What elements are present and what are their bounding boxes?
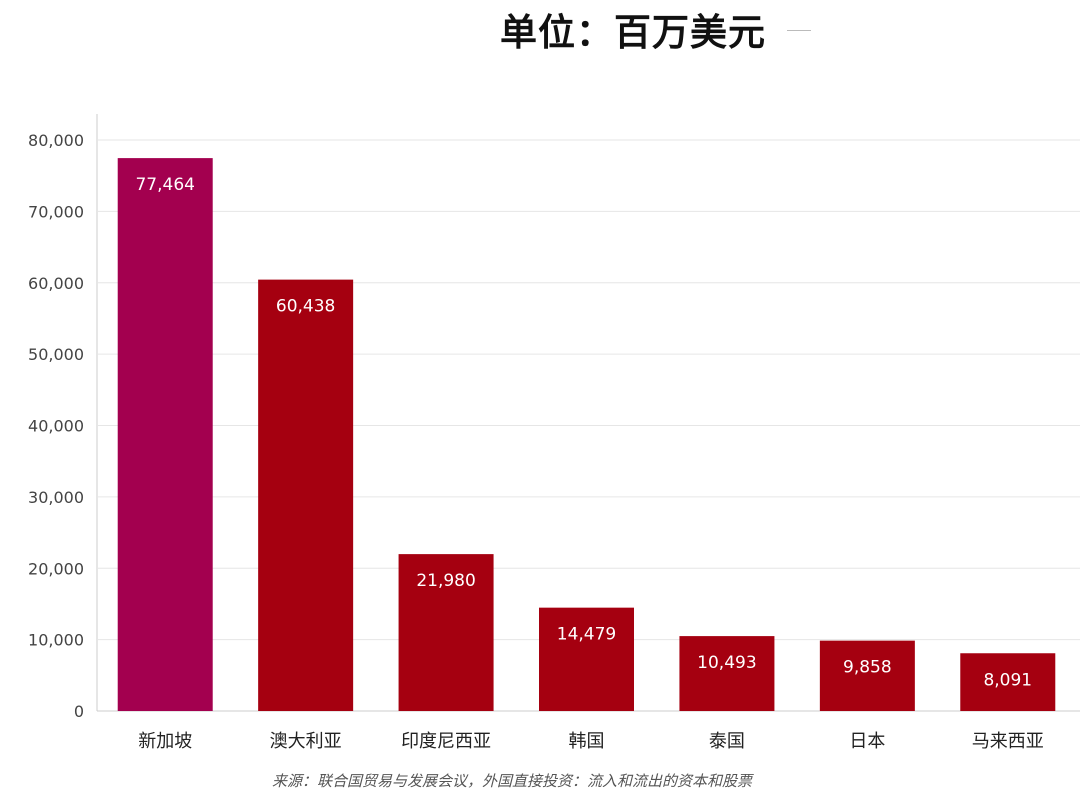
y-tick-label: 20,000	[28, 559, 84, 578]
bar-value-label: 60,438	[276, 297, 335, 317]
bar-value-label: 8,091	[983, 670, 1032, 690]
y-tick-label: 70,000	[28, 202, 84, 221]
bar-value-label: 14,479	[557, 625, 616, 645]
bar	[258, 279, 354, 711]
y-tick-label: 80,000	[28, 131, 84, 150]
bar	[539, 607, 634, 711]
x-category-label: 马来西亚	[972, 731, 1044, 752]
bar-value-label: 21,980	[416, 571, 475, 591]
y-tick-label: 50,000	[28, 345, 84, 364]
bar	[117, 158, 213, 711]
x-category-label: 澳大利亚	[270, 731, 342, 752]
y-tick-label: 0	[74, 702, 84, 721]
bar	[819, 640, 915, 711]
bar-value-label: 77,464	[135, 175, 194, 195]
bar	[960, 653, 1056, 711]
bar	[398, 554, 494, 711]
source-note: 来源：联合国贸易与发展会议，外国直接投资：流入和流出的资本和股票	[271, 772, 752, 790]
y-tick-label: 60,000	[28, 274, 84, 293]
chart-title: 单位：百万美元	[500, 11, 766, 54]
y-tick-label: 40,000	[28, 417, 84, 436]
x-category-label: 日本	[849, 731, 885, 752]
y-tick-label: 10,000	[28, 631, 84, 650]
x-category-label: 印度尼西亚	[401, 731, 491, 752]
bar-chart: 0 10,000 20,000 30,000 40,000 50,000 60,000 70,…	[28, 114, 1080, 752]
bar	[679, 636, 775, 711]
x-category-label: 韩国	[569, 731, 605, 752]
x-category-label: 泰国	[709, 731, 745, 752]
x-category-label: 新加坡	[138, 731, 192, 752]
title-decoration	[787, 30, 811, 31]
y-tick-label: 30,000	[28, 488, 84, 507]
bar-value-label: 10,493	[697, 653, 756, 673]
bar-value-label: 9,858	[843, 658, 892, 678]
